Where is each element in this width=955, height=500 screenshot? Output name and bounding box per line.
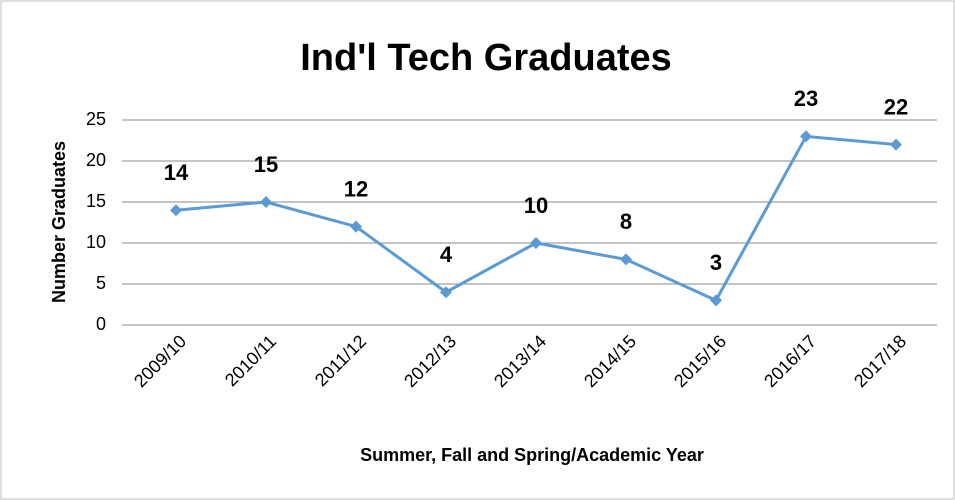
y-tick-label: 25 <box>86 109 106 129</box>
data-label: 15 <box>254 152 278 177</box>
data-label: 10 <box>524 193 548 218</box>
data-label: 4 <box>440 242 453 267</box>
y-tick-label: 0 <box>96 314 106 334</box>
marker <box>710 294 722 307</box>
data-label: 22 <box>884 94 908 119</box>
marker <box>800 130 812 143</box>
data-label: 12 <box>344 176 368 201</box>
y-tick-label: 20 <box>86 150 106 170</box>
data-label: 8 <box>620 209 632 234</box>
marker <box>890 138 902 151</box>
data-label: 14 <box>164 160 189 185</box>
data-label: 23 <box>794 86 818 111</box>
y-tick-label: 15 <box>86 191 106 211</box>
marker <box>350 220 362 233</box>
y-axis-title: Number Graduates <box>49 141 69 303</box>
marker <box>170 204 182 217</box>
y-tick-label: 5 <box>96 273 106 293</box>
marker <box>260 196 272 208</box>
chart-title: Ind'l Tech Graduates <box>300 37 672 79</box>
y-tick-label: 10 <box>86 232 106 252</box>
marker <box>440 286 452 299</box>
data-label: 3 <box>710 250 722 275</box>
x-axis-title: Summer, Fall and Spring/Academic Year <box>360 445 704 465</box>
marker <box>530 237 542 249</box>
marker <box>620 253 632 266</box>
